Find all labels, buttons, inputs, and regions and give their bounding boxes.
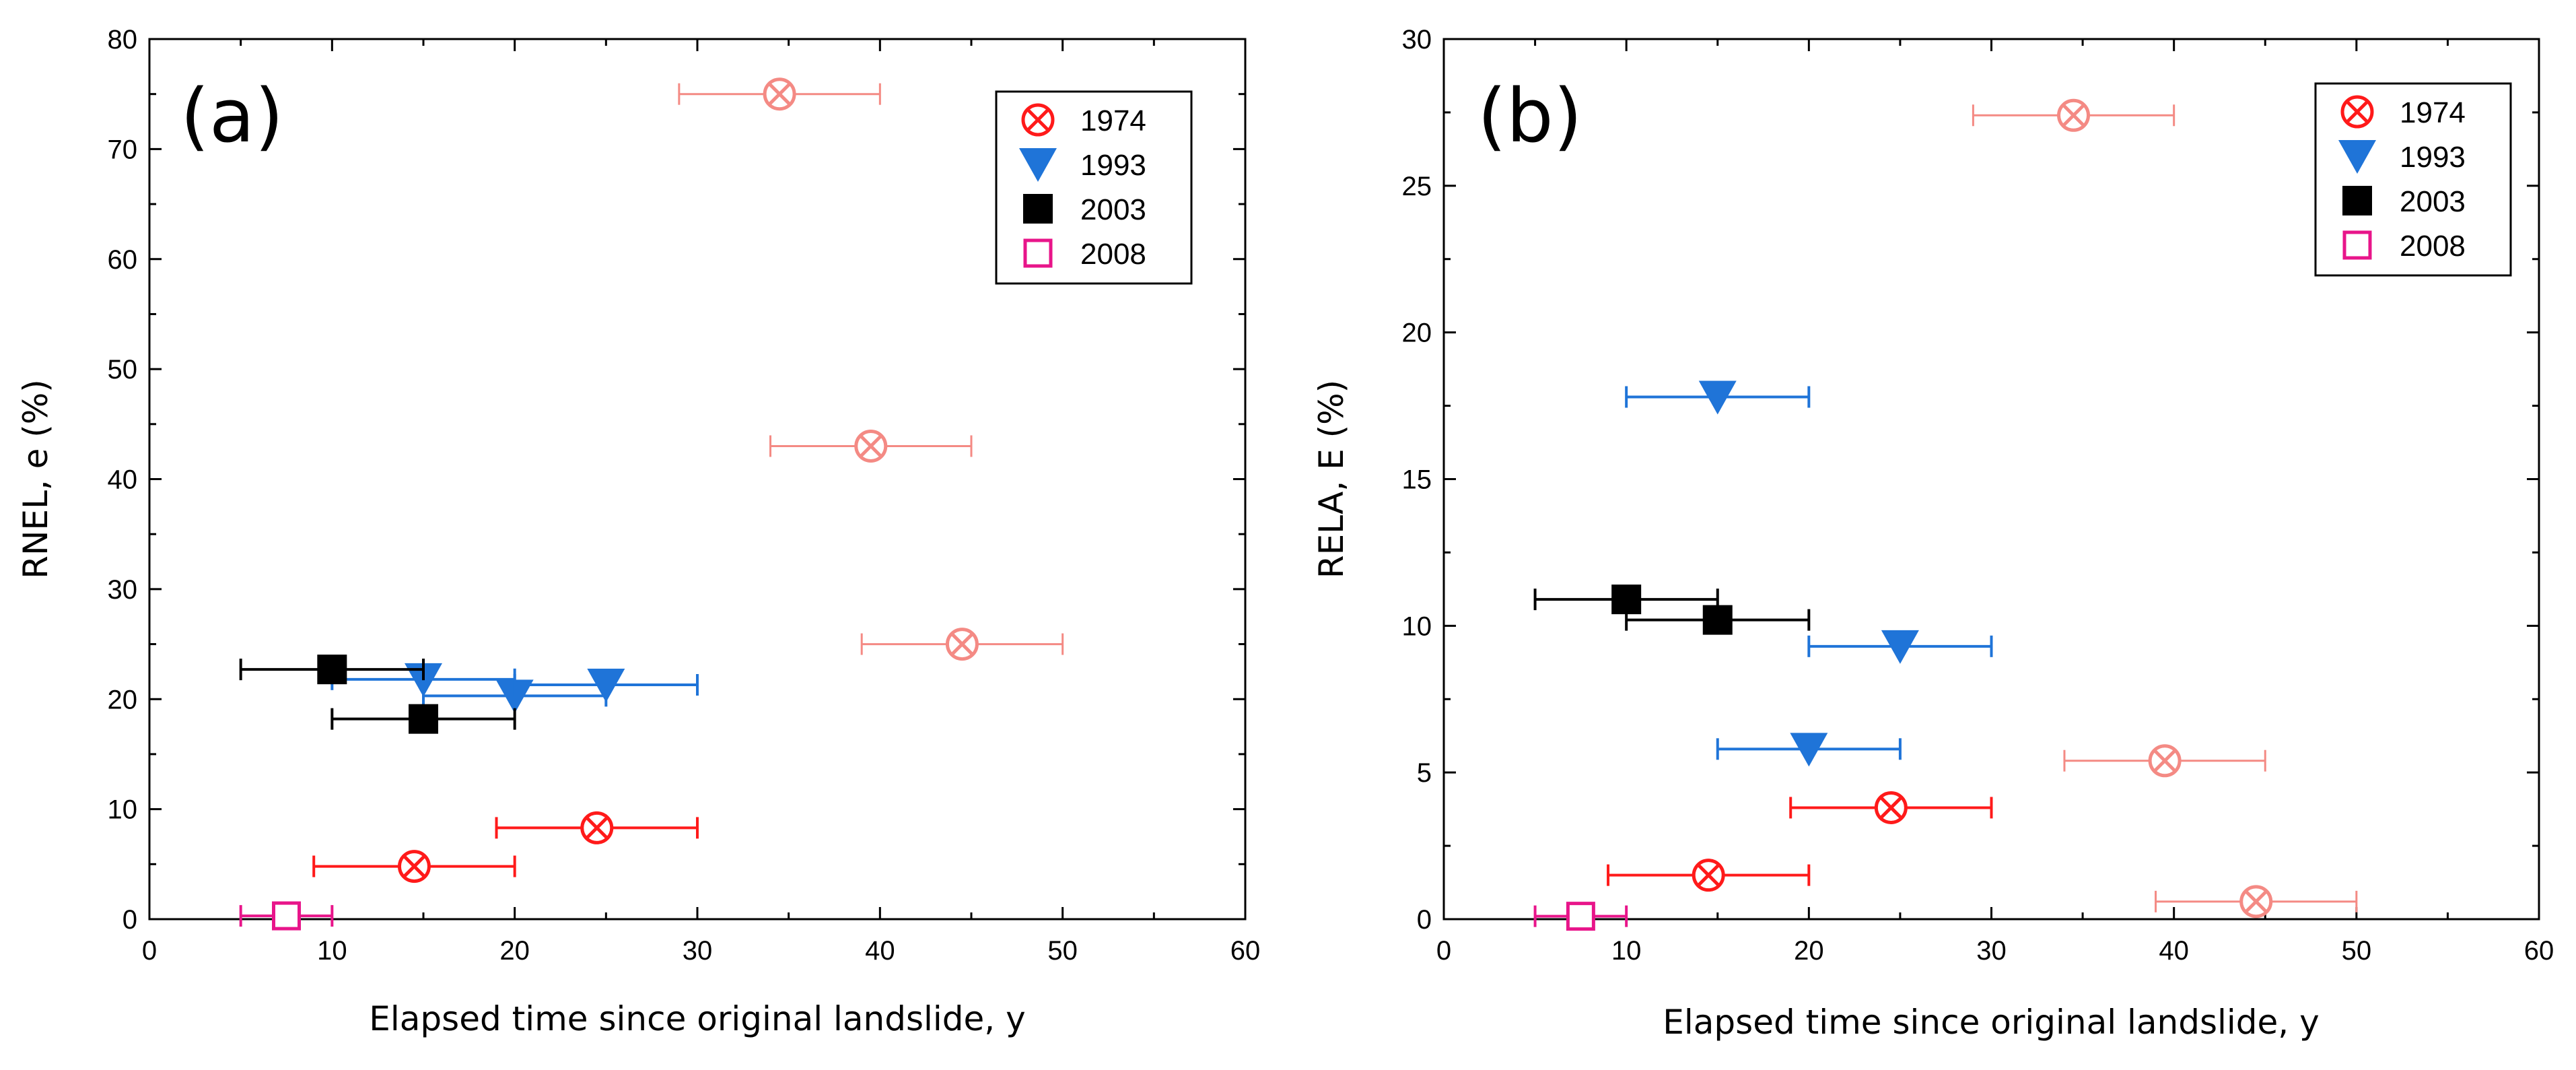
point-2008-0 [272,901,301,931]
y-tick-label: 10 [1402,611,1432,641]
y-tick-label: 60 [108,245,138,275]
point-2003-0 [317,655,347,685]
point-1974-4 [945,628,979,661]
point-1974-4 [2239,885,2273,918]
point-1974-1 [580,811,614,844]
y-tick-label: 40 [108,465,138,495]
y-tick-label: 5 [1417,758,1432,788]
x-tick-label: 40 [865,936,895,966]
legend-label-1974: 1974 [1080,104,1146,137]
x-tick-label: 10 [1611,936,1642,966]
y-tick-label: 0 [1417,905,1432,935]
x-tick-label: 60 [1230,936,1261,966]
y-tick-label: 30 [108,575,138,605]
point-1974-0 [397,850,431,883]
y-axis-title: RELA, E (%) [1312,380,1351,578]
x-tick-label: 0 [142,936,157,966]
legend-label-1993: 1993 [1080,149,1146,182]
legend-marker-2008 [1023,238,1053,268]
legend-marker-2003 [2342,186,2372,215]
point-1974-2 [763,77,796,111]
y-tick-label: 15 [1402,465,1432,495]
legend-marker-1993 [1019,148,1057,182]
y-axis-title: RNEL, e (%) [16,379,55,579]
y-tick-label: 80 [108,25,138,55]
panel-label: (a) [180,73,283,159]
point-1974-0 [1692,859,1725,892]
point-2003-1 [1702,605,1733,635]
y-tick-label: 30 [1402,25,1432,55]
x-tick-label: 10 [317,936,347,966]
x-tick-label: 50 [2342,936,2372,966]
point-1993-1 [1790,733,1828,767]
x-tick-label: 50 [1047,936,1078,966]
point-1974-1 [1874,791,1908,824]
panel-label: (b) [1477,73,1582,159]
x-tick-label: 20 [499,936,530,966]
point-1974-2 [2057,98,2091,132]
legend-marker-2003 [1023,194,1053,224]
point-1993-1 [495,679,534,714]
y-tick-label: 20 [108,685,138,714]
legend-label-2008: 2008 [2400,230,2466,263]
legend: 1974 1993 2003 2008 [2314,82,2512,277]
point-1993-0 [1698,380,1737,415]
legend: 1974 1993 2003 2008 [995,90,1193,285]
y-tick-label: 50 [108,355,138,384]
y-tick-label: 10 [108,795,138,825]
panel-a: 0 10 20 30 40 50 60 0 10 20 30 40 50 60 70 80 Elapsed ti… [16,25,1260,1038]
x-axis-title: Elapsed time since original landslide, y [369,999,1025,1038]
x-axis-title: Elapsed time since original landslide, y [1663,1003,2319,1042]
legend-label-2008: 2008 [1080,238,1146,271]
x-tick-label: 0 [1436,936,1451,966]
point-2008-0 [1566,902,1595,931]
legend-label-2003: 2003 [2400,185,2466,218]
y-tick-label: 70 [108,135,138,164]
legend-marker-2008 [2342,230,2372,260]
x-tick-label: 20 [1794,936,1824,966]
y-tick-label: 20 [1402,319,1432,348]
legend-marker-1974 [1021,103,1055,137]
panel-b: 0 10 20 30 40 50 60 0 5 10 15 20 25 30 Elapsed time si… [1312,25,2554,1042]
x-tick-label: 30 [1976,936,2007,966]
legend-label-2003: 2003 [1080,193,1146,226]
point-1993-2 [1881,630,1919,664]
y-tick-label: 0 [123,905,137,935]
legend-label-1993: 1993 [2400,141,2466,174]
point-1974-3 [854,429,888,463]
y-tick-label: 25 [1402,172,1432,201]
x-tick-label: 30 [683,936,713,966]
point-1974-3 [2148,744,2182,778]
x-tick-label: 40 [2159,936,2189,966]
point-2003-1 [409,704,438,734]
x-tick-label: 60 [2524,936,2554,966]
legend-label-1974: 1974 [2400,96,2466,129]
legend-marker-1993 [2338,140,2376,174]
point-1993-2 [587,669,625,703]
legend-marker-1974 [2340,95,2374,129]
